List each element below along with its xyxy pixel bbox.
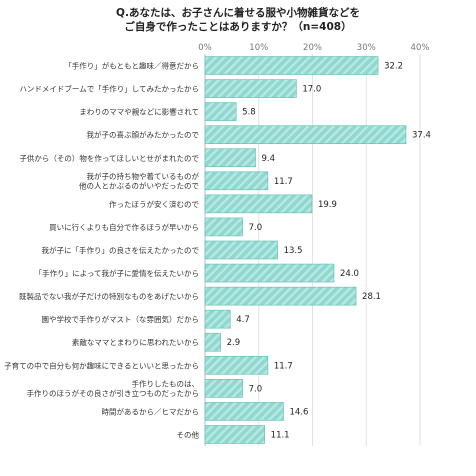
- value-label-2: 17.0: [302, 85, 321, 95]
- category-label-14: 子育ての中で自分も何か趣味にできるといいと思ったから: [4, 360, 199, 370]
- bar-17: [204, 425, 265, 444]
- category-label-1: 「手作り」がもともと趣味／得意だから: [64, 61, 199, 71]
- category-label-13: 素敵なママとまわりに思われたいから: [72, 337, 199, 347]
- value-label-7: 19.9: [318, 200, 337, 210]
- bar-15: [204, 379, 243, 398]
- bar-6: [204, 171, 269, 191]
- category-label-5: 子供から（その）物を作ってほしいとせがまれたので: [19, 153, 199, 163]
- tick-label-30: 30%: [357, 43, 376, 53]
- bar-1: [204, 56, 379, 75]
- category-label-11: 既製品でない我が子だけの特別なものをあげたいから: [19, 291, 199, 301]
- tick-label-40: 40%: [411, 43, 430, 53]
- bar-16: [204, 402, 284, 421]
- value-label-6: 11.7: [274, 177, 293, 187]
- bars: [204, 56, 407, 444]
- bar-5: [204, 148, 256, 168]
- category-label-2: ハンドメイドブームで「手作り」してみたかったから: [19, 84, 199, 94]
- bar-7: [204, 194, 313, 214]
- bar-11: [204, 286, 357, 306]
- bar-8: [204, 217, 243, 237]
- category-label-15-line-2: 手作りのほうがその良さが引き立つものだったから: [27, 388, 200, 398]
- value-label-1: 32.2: [384, 62, 403, 72]
- bar-12: [204, 309, 231, 329]
- category-label-7: 作ったほうが安く済むので: [109, 199, 199, 209]
- category-label-4: 我が子の喜ぶ顔がみたかったので: [87, 130, 200, 140]
- chart-title-line-2: ご自身で作ったことはありますか？（n=408）: [124, 21, 352, 33]
- value-label-16: 14.6: [289, 407, 308, 417]
- category-label-6-line-2: 他の人とかぶるのがいやだったので: [79, 181, 199, 191]
- category-label-15-line-1: 手作りしたものは、: [132, 379, 200, 389]
- chart-title: Q.あなたは、お子さんに着せる服や小物雑貨などを ご自身で作ったことはありますか…: [0, 6, 476, 34]
- category-label-17: その他: [177, 429, 200, 439]
- bar-2: [204, 79, 297, 98]
- bar-14: [204, 355, 269, 375]
- tick-label-20: 20%: [303, 43, 322, 53]
- bar-9: [204, 240, 278, 260]
- value-label-10: 24.0: [340, 269, 359, 279]
- bar-13: [204, 332, 221, 352]
- category-label-9: 我が子に「手作り」の良さを伝えたかったので: [42, 245, 200, 255]
- value-label-14: 11.7: [274, 361, 293, 371]
- category-label-8: 買いに行くよりも自分で作るほうが早いから: [49, 222, 199, 232]
- bar-3: [204, 102, 237, 121]
- value-labels: 32.2 17.0 5.8 37.4 9.4 11.7 19.9 7.0 13.5 24.0 28.…: [227, 62, 431, 441]
- value-label-5: 9.4: [262, 154, 276, 164]
- tick-label-0: 0%: [198, 43, 212, 53]
- tick-label-10: 10%: [249, 43, 268, 53]
- value-label-9: 13.5: [284, 246, 303, 256]
- bar-4: [204, 125, 407, 145]
- value-label-11: 28.1: [362, 292, 381, 302]
- value-label-3: 5.8: [242, 108, 256, 118]
- value-label-4: 37.4: [412, 131, 431, 141]
- value-label-8: 7.0: [249, 223, 263, 233]
- category-label-10: 「手作り」によって我が子に愛情を伝えたいから: [35, 268, 199, 278]
- category-labels: 「手作り」がもともと趣味／得意だからハンドメイドブームで「手作り」してみたかった…: [4, 61, 199, 440]
- value-label-17: 11.1: [271, 430, 290, 440]
- x-axis-ticks: 0% 10% 20% 30% 40%: [198, 43, 429, 53]
- value-label-13: 2.9: [227, 338, 241, 348]
- category-label-16: 時間があるから／ヒマだから: [102, 406, 200, 416]
- category-label-3: まわりのママや親などに影響されて: [79, 107, 199, 117]
- category-label-6-line-1: 我が子の持ち物や着ているものが: [87, 171, 200, 181]
- value-label-15: 7.0: [249, 384, 263, 394]
- bar-10: [204, 263, 335, 283]
- chart-title-line-1: Q.あなたは、お子さんに着せる服や小物雑貨などを: [116, 7, 360, 19]
- value-label-12: 4.7: [236, 315, 250, 325]
- category-label-12: 園や学校で手作りがマスト（な雰囲気）だから: [42, 314, 200, 324]
